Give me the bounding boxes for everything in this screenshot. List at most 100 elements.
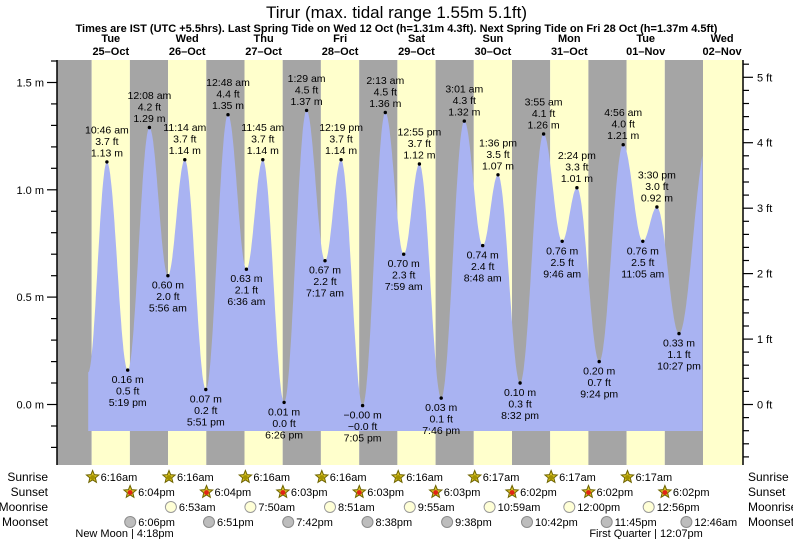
day-label-dow: Tue (101, 33, 120, 45)
annotation-line-3: 5:51 pm (187, 417, 225, 429)
day-label-date: 30–Oct (475, 46, 512, 58)
annotation-line-2: 0.3 ft (508, 399, 531, 411)
moonrise-time: 9:55am (418, 502, 455, 514)
annotation-line-3: 5:56 am (149, 303, 187, 315)
annotation-line-3: 6:36 am (227, 296, 265, 308)
star-center (166, 475, 172, 480)
moon-phase-note: New Moon | 4:18pm (75, 528, 173, 539)
high-tide-annotation: 3:55 am4.1 ft1.26 m (525, 97, 563, 132)
m-tick-label: 0.0 m (16, 400, 44, 412)
sunrise-icon (390, 469, 406, 484)
high-tide-dot (147, 125, 152, 130)
sunset-icon (199, 484, 214, 499)
moonset-time: 6:06pm (138, 517, 175, 529)
day-label-date: 28–Oct (322, 46, 359, 58)
day-label-dow: Thu (254, 33, 274, 45)
moon-shape (164, 501, 177, 513)
star-center (280, 490, 286, 495)
moon-phase-note: First Quarter | 12:07pm (589, 528, 703, 539)
high-tide-annotation: 12:08 am4.2 ft1.29 m (128, 90, 172, 125)
sunset-time: 6:03pm (291, 487, 328, 499)
star-center (586, 490, 591, 495)
annotation-line-1: 0.01 m (268, 406, 300, 418)
low-tide-annotation: 0.76 m2.5 ft9:46 am (543, 245, 581, 280)
m-tick-label: 1.5 m (16, 78, 44, 90)
row-label-sunset-right: Sunset (748, 485, 786, 499)
sunrise-time: 6:16am (177, 472, 214, 484)
annotation-line-3: 0.92 m (641, 193, 673, 205)
night-band (57, 60, 92, 465)
annotation-line-2: 2.5 ft (631, 257, 654, 269)
annotation-line-1: 11:14 am (163, 122, 206, 134)
annotation-line-3: 1.35 m (212, 100, 244, 112)
high-tide-dot (383, 110, 387, 115)
moonset-icon (124, 516, 137, 528)
sunset-icon (351, 484, 367, 499)
annotation-line-1: 12:55 pm (398, 127, 442, 139)
star-center (509, 490, 515, 495)
moonset-icon (361, 516, 374, 528)
annotation-line-3: 7:05 pm (344, 433, 382, 445)
high-tide-dot (496, 173, 500, 177)
annotation-line-2: 3.5 ft (486, 149, 509, 161)
moon-shape (361, 516, 374, 528)
moonrise-icon (403, 501, 416, 513)
low-tide-annotation: 0.07 m0.2 ft5:51 pm (187, 394, 225, 429)
low-tide-dot (481, 243, 485, 248)
annotation-line-1: 3:01 am (445, 84, 483, 96)
ft-tick-label: 0 ft (757, 400, 772, 412)
star-center (319, 475, 325, 480)
annotation-line-1: −0.00 m (343, 410, 381, 422)
annotation-line-2: 4.4 ft (216, 89, 239, 101)
annotation-line-2: 3.7 ft (95, 136, 118, 148)
day-label-dow: Wed (176, 33, 199, 45)
low-tide-dot (204, 387, 208, 392)
low-tide-annotation: 0.01 m0.0 ft6:26 pm (265, 406, 303, 441)
annotation-line-1: 2:24 pm (558, 150, 596, 162)
day-label-dow: Mon (558, 33, 581, 45)
low-tide-annotation: 0.67 m2.2 ft7:17 am (306, 265, 344, 300)
sunrise-time: 6:16am (406, 472, 443, 484)
annotation-line-3: 1.14 m (169, 145, 201, 157)
annotation-line-1: 12:48 am (206, 77, 250, 89)
annotation-line-3: 5:19 pm (109, 397, 147, 409)
annotation-line-1: 0.20 m (583, 366, 615, 378)
annotation-line-2: 0.7 ft (588, 377, 611, 389)
annotation-line-1: 12:19 pm (319, 122, 363, 134)
high-tide-annotation: 11:45 am3.7 ft1.14 m (241, 122, 284, 157)
annotation-line-3: 1.14 m (325, 145, 357, 157)
moonrise-time: 12:56pm (657, 502, 700, 514)
high-tide-dot (655, 205, 659, 209)
annotation-line-3: 7:59 am (385, 281, 423, 293)
low-tide-annotation: −0.00 m−0.0 ft7:05 pm (343, 410, 381, 445)
moonrise-icon (563, 501, 576, 513)
moon-shape (282, 516, 295, 528)
annotation-line-1: 0.63 m (230, 273, 262, 285)
moon-shape (521, 516, 533, 528)
day-label-date: 27–Oct (245, 46, 282, 58)
low-tide-dot (677, 331, 681, 336)
moon-shape (600, 516, 613, 528)
moonrise-time: 7:50am (258, 502, 295, 514)
moonrise-icon (642, 501, 655, 513)
moonset-time: 10:42pm (535, 517, 578, 529)
annotation-line-3: 1.29 m (133, 113, 165, 125)
high-tide-dot (339, 158, 343, 162)
high-tide-dot (621, 143, 625, 147)
annotation-line-1: 0.70 m (388, 258, 420, 270)
day-label-date: 29–Oct (398, 46, 435, 58)
day-label-date: 01–Nov (626, 46, 666, 58)
annotation-line-2: 4.0 ft (612, 119, 635, 131)
sunrise-time: 6:17am (636, 472, 673, 484)
low-tide-annotation: 0.60 m2.0 ft5:56 am (149, 280, 187, 315)
row-label-moonset-left: Moonset (2, 515, 49, 529)
sunset-time: 6:02pm (597, 487, 634, 499)
annotation-line-1: 0.67 m (309, 265, 341, 277)
low-tide-annotation: 0.20 m0.7 ft9:24 pm (580, 366, 618, 401)
sunrise-time: 6:17am (559, 472, 596, 484)
moonrise-time: 12:00pm (577, 502, 620, 514)
high-tide-dot (462, 119, 466, 123)
annotation-line-3: 1.37 m (291, 96, 323, 108)
